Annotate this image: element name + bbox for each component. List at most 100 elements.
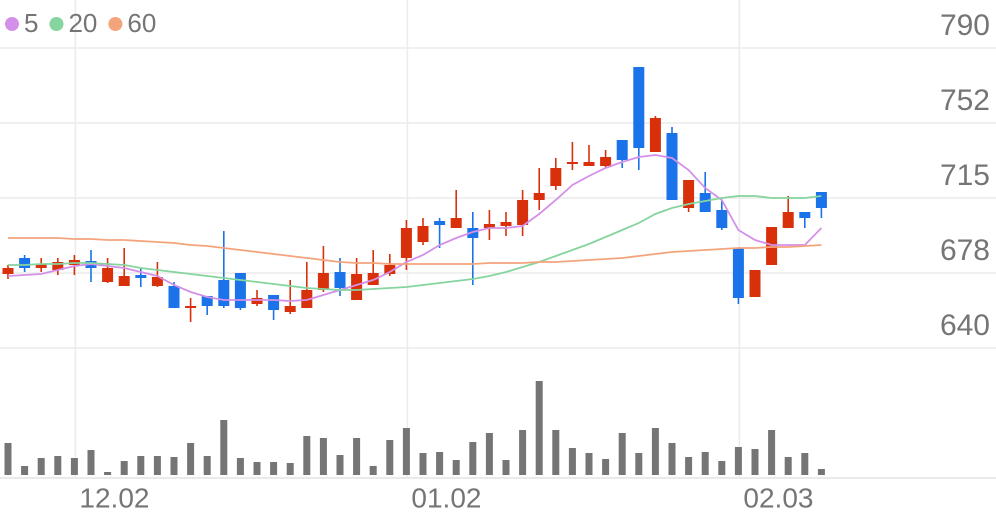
- volume-bar: [734, 447, 742, 475]
- volume-bar: [137, 456, 145, 475]
- volume-bar: [54, 456, 62, 475]
- candle-body: [566, 162, 578, 164]
- legend-label: 60: [127, 8, 156, 38]
- volume-bar: [452, 460, 460, 475]
- candle-body: [351, 274, 363, 300]
- volume-bar: [336, 455, 344, 475]
- volume-bar: [21, 466, 29, 475]
- candle-body: [600, 157, 612, 166]
- candle-body: [218, 280, 230, 306]
- candle-body: [301, 290, 313, 308]
- x-tick-label: 01.02: [411, 482, 481, 513]
- volume-bar: [585, 453, 593, 475]
- candle-body: [367, 273, 379, 285]
- candle-body: [616, 140, 628, 160]
- candle-body: [483, 224, 495, 228]
- candle-body: [168, 286, 180, 308]
- volume-bar: [502, 460, 510, 475]
- volume-bar: [784, 457, 792, 475]
- candle-body: [517, 200, 529, 225]
- volume-bar: [4, 443, 12, 475]
- ma-line: [8, 237, 822, 265]
- volume-bar: [817, 469, 825, 475]
- volume-bar: [386, 440, 394, 475]
- candle-body: [766, 227, 778, 265]
- volume-bar: [203, 456, 211, 475]
- candle-body: [400, 228, 412, 258]
- candle-body: [533, 193, 545, 200]
- candle-body: [284, 306, 296, 312]
- volume-bar: [104, 472, 112, 475]
- candle-body: [749, 270, 761, 297]
- x-tick-label: 02.03: [743, 482, 813, 513]
- candle-body: [151, 277, 163, 286]
- volume-bar: [618, 433, 626, 475]
- ma-line: [7, 154, 823, 302]
- candle-body: [102, 268, 114, 282]
- volume-bar: [270, 462, 278, 475]
- volume-bar: [37, 458, 45, 475]
- volume-bar: [220, 420, 228, 475]
- candle-body: [317, 273, 329, 290]
- volume-bar: [701, 452, 709, 475]
- volume-bar: [87, 450, 95, 475]
- y-tick-label: 715: [940, 159, 990, 192]
- candle-body: [716, 210, 728, 228]
- candle-body: [251, 298, 263, 304]
- volume-bar: [568, 448, 576, 475]
- candle-body: [185, 306, 197, 308]
- volume-bar: [668, 443, 676, 475]
- candle-body: [201, 296, 213, 306]
- candle-body: [649, 118, 661, 152]
- volume-bar: [685, 457, 693, 475]
- volume-bar: [768, 430, 776, 475]
- volume-bar: [170, 457, 178, 475]
- candle-body: [583, 162, 595, 166]
- candle-body: [2, 268, 14, 274]
- candle-body: [35, 264, 47, 268]
- y-tick-label: 752: [940, 84, 990, 117]
- candle-body: [782, 212, 794, 228]
- volume-bar: [419, 453, 427, 475]
- volume-bar: [519, 430, 527, 475]
- candle-body: [234, 273, 246, 308]
- volume-bar: [535, 381, 543, 475]
- candle-body: [550, 168, 562, 186]
- candle-body: [19, 258, 31, 268]
- volume-bar: [469, 442, 477, 475]
- volume-bar: [436, 452, 444, 475]
- volume-bar: [602, 459, 610, 475]
- volume-bar: [651, 428, 659, 475]
- candle-body: [135, 275, 147, 278]
- candle-body: [434, 221, 446, 225]
- legend-label: 20: [68, 8, 97, 38]
- volume-bar: [253, 462, 261, 475]
- candle-body: [666, 133, 678, 200]
- legend-marker: [5, 17, 19, 31]
- volume-bar: [153, 456, 161, 475]
- candle-body: [799, 212, 811, 218]
- legend-marker: [49, 17, 64, 31]
- candle-body: [732, 248, 744, 298]
- ma-line: [8, 195, 822, 291]
- candle-body: [683, 180, 695, 208]
- candle-body: [815, 192, 827, 208]
- volume-bar: [319, 438, 327, 475]
- y-tick-label: 678: [940, 234, 990, 267]
- candle-body: [334, 272, 346, 288]
- volume-bar: [718, 461, 726, 475]
- volume-bar: [303, 436, 311, 475]
- volume-bar: [187, 443, 195, 475]
- y-tick-label: 790: [940, 9, 990, 42]
- legend-marker: [108, 17, 123, 31]
- volume-bar: [751, 449, 759, 475]
- volume-bar: [286, 463, 294, 475]
- volume-bar: [485, 433, 493, 475]
- candle-body: [500, 222, 512, 226]
- volume-bar: [369, 466, 377, 475]
- candle-body: [384, 265, 396, 274]
- candle-body: [52, 262, 64, 270]
- x-tick-label: 12.02: [79, 482, 149, 513]
